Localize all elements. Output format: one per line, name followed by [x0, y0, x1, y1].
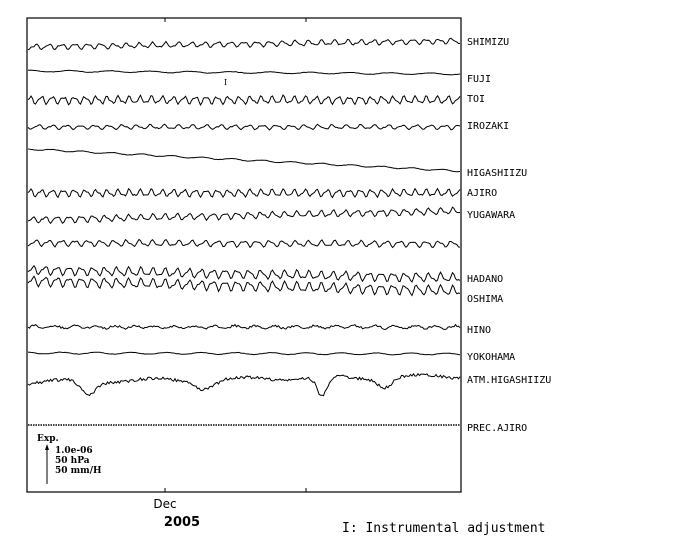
scale-strain: 1.0e-06 — [55, 446, 93, 456]
series-label-hino: HINO — [467, 325, 491, 336]
series-line-oshima — [27, 275, 461, 297]
series-label-prec-ajiro: PREC.AJIRO — [467, 423, 527, 434]
series-label-ajiro: AJIRO — [467, 188, 497, 199]
series-line-higashiizu — [27, 148, 461, 173]
scale-pressure: 50 hPa — [55, 456, 90, 466]
series-line-ajiro — [27, 187, 461, 199]
series-line-shimizu — [27, 37, 461, 51]
series-label-toi: TOI — [467, 94, 485, 105]
series-line-yugawara — [27, 206, 461, 225]
series-line-atm-higashiizu — [27, 372, 461, 397]
scale-legend: Exp. 1.0e-06 50 hPa 50 mm/H — [37, 434, 102, 484]
series-line-yokohama — [27, 351, 461, 356]
series-label-fuji: FUJI — [467, 74, 491, 85]
series-label-oshima: OSHIMA — [467, 294, 503, 305]
series-layer — [27, 37, 461, 426]
series-line-toi — [27, 94, 461, 107]
series-line-irozaki — [27, 123, 461, 131]
footnote: I: Instrumental adjustment — [342, 521, 546, 536]
series-label-irozaki: IROZAKI — [467, 121, 509, 132]
series-line-fuji — [27, 69, 461, 76]
x-axis: Dec 2005 — [153, 18, 307, 530]
series-label-hadano: HADANO — [467, 274, 503, 285]
series-label-higashiizu: HIGASHIIZU — [467, 168, 527, 179]
series-label-yugawara: YUGAWARA — [467, 210, 515, 221]
plot-frame — [26, 17, 462, 493]
series-line-hino — [27, 323, 461, 331]
scale-legend-title: Exp. — [37, 434, 59, 444]
scale-precip: 50 mm/H — [55, 466, 102, 476]
x-tick-label-dec: Dec — [153, 497, 176, 511]
instrumental-adjustment-marker: I — [224, 78, 227, 87]
series-label-yokohama: YOKOHAMA — [467, 352, 515, 363]
series-line-hadano — [27, 264, 461, 283]
x-year-label: 2005 — [164, 515, 200, 530]
series-label-shimizu: SHIMIZU — [467, 37, 509, 48]
scale-arrow-head — [45, 444, 49, 450]
label-layer: SHIMIZU FUJI I TOI IROZAKI HIGASHIIZU AJIRO YUG… — [224, 37, 551, 434]
series-line-unlabeled-7 — [27, 238, 461, 249]
series-label-atm-higashiizu: ATM.HIGASHIIZU — [467, 375, 551, 386]
